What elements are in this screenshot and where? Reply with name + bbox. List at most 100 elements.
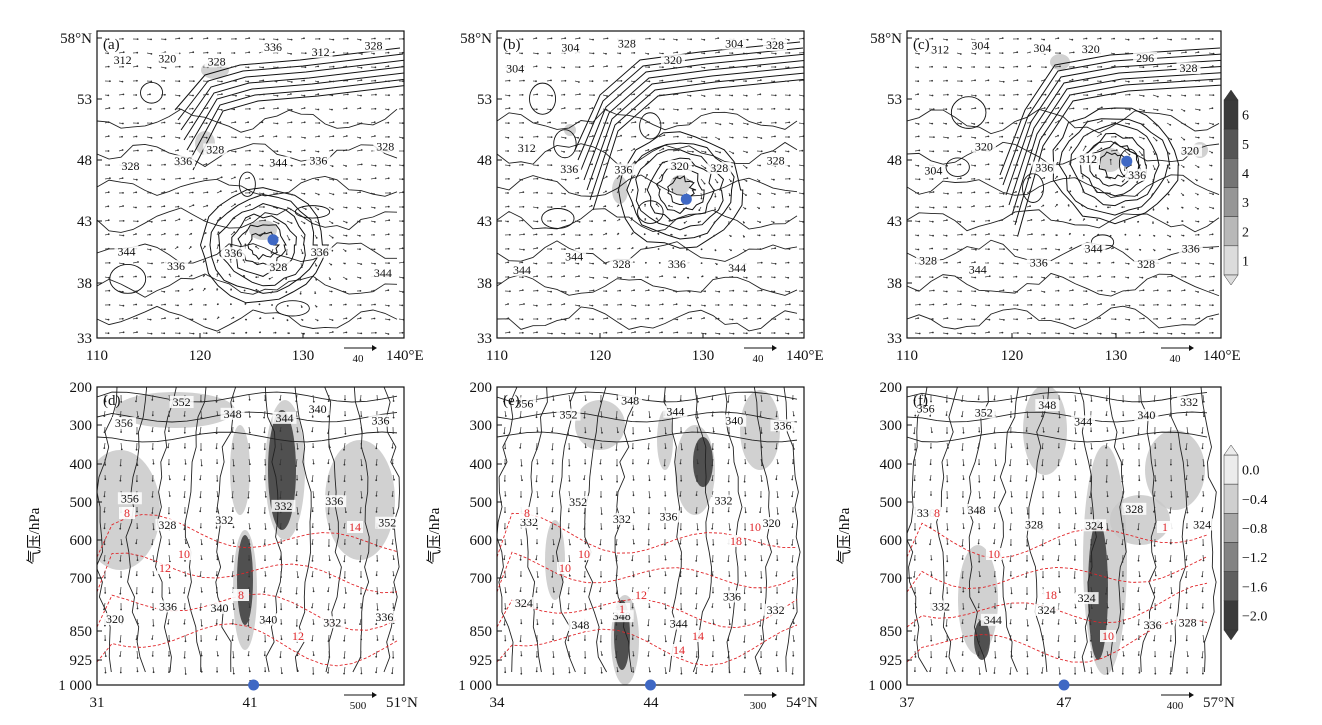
wind-vector-head: [567, 592, 570, 595]
contour-label-bg: [666, 617, 691, 630]
wind-vector-head: [290, 93, 292, 95]
wind-vector-head: [504, 591, 507, 594]
wind-vector-head: [1211, 38, 1214, 40]
wind-vector-head: [550, 262, 553, 264]
wind-vector-head: [248, 37, 251, 39]
wind-vector-head: [616, 480, 618, 483]
wind-vector: [312, 394, 315, 402]
wind-vector-head: [231, 496, 234, 499]
wind-vector-head: [119, 527, 122, 530]
wind-vector-head: [345, 317, 348, 320]
wind-vector-head: [993, 398, 996, 401]
wind-vector-head: [689, 304, 692, 307]
wind-vector-head: [1015, 275, 1018, 278]
wind-vector-head: [520, 496, 522, 498]
wind-vector-head: [176, 246, 179, 249]
wind-vector-head: [344, 414, 346, 417]
wind-vector-head: [206, 204, 209, 207]
wind-vector-head: [717, 304, 720, 306]
wind-vector-head: [599, 590, 601, 593]
wind-vector-head: [248, 51, 251, 54]
wind-vector-head: [550, 179, 553, 181]
wind-vector-head: [303, 332, 305, 335]
wind-vector-head: [290, 164, 293, 167]
wind-vector-head: [564, 291, 567, 293]
wind-vector-head: [788, 52, 791, 54]
wind-vector-head: [279, 511, 282, 514]
wind-vector-head: [204, 245, 206, 248]
wind-vector-head: [929, 670, 931, 672]
wind-vector-head: [946, 592, 949, 594]
wind-vector-head: [959, 108, 962, 110]
wind-vector-head: [191, 121, 194, 124]
wind-vector-head: [536, 462, 539, 465]
wind-vector-head: [918, 220, 921, 223]
wind-vector-head: [664, 447, 667, 449]
wind-vector-head: [919, 303, 921, 306]
wind-vector-head: [633, 276, 636, 278]
wind-vector-head: [714, 195, 717, 198]
wind-vector-head: [1121, 193, 1123, 196]
wind-vector-head: [993, 479, 996, 482]
contour-line: [1011, 72, 1221, 216]
wind-vector-head: [1153, 249, 1156, 252]
wind-vector-head: [690, 317, 692, 320]
y-tick-label: 43: [477, 214, 492, 230]
wind-vector-head: [564, 248, 566, 251]
wind-vector-head: [578, 66, 581, 68]
wind-vector-head: [108, 107, 111, 109]
wind-vector-head: [231, 510, 234, 512]
wind-vector-head: [1001, 331, 1004, 334]
wind-vector-head: [988, 52, 991, 54]
wind-vector-head: [103, 559, 106, 562]
wind-vector-head: [568, 464, 571, 467]
wind-vector-head: [648, 561, 651, 563]
contour-label-bg: [663, 405, 688, 418]
wind-vector-head: [200, 624, 203, 627]
wind-vector-head: [103, 495, 106, 498]
contour-label: 328: [158, 518, 176, 532]
wind-vector-head: [374, 164, 377, 167]
isentrope-line: [97, 391, 398, 403]
wind-vector-head: [1143, 109, 1146, 112]
wind-vector-head: [263, 654, 266, 657]
contour-label-bg: [169, 395, 194, 408]
wind-vector-head: [164, 163, 166, 166]
panel-frame: [96, 30, 405, 339]
wind-vector-head: [288, 332, 290, 335]
wind-vector-head: [696, 543, 699, 546]
wind-vector-head: [563, 303, 566, 305]
wind-vector-head: [1183, 289, 1186, 292]
wind-vector-head: [523, 79, 525, 82]
wind-vector-head: [679, 495, 682, 497]
shading-patch: [657, 410, 673, 470]
contour-label-bg: [370, 267, 395, 280]
wind-vector-head: [705, 136, 708, 139]
wind-vector: [216, 490, 219, 497]
wind-vector-head: [1196, 193, 1199, 196]
wind-vector-head: [1056, 162, 1059, 164]
wind-vector: [664, 426, 667, 434]
wind-vector-head: [932, 234, 934, 237]
wind-vector-head: [1071, 304, 1074, 306]
wind-vector-head: [199, 478, 202, 481]
wind-vector-head: [507, 205, 510, 208]
wind-vector-head: [731, 94, 734, 97]
wind-vector-head: [1086, 66, 1089, 69]
wind-vector-head: [977, 591, 980, 594]
wind-vector-head: [150, 137, 153, 139]
wind-vector-head: [317, 80, 319, 83]
contour-label: 328: [919, 253, 937, 267]
wind-vector-head: [662, 108, 665, 111]
wind-vector-head: [743, 480, 746, 483]
wind-vector-head: [219, 136, 221, 139]
wind-vector-head: [1115, 149, 1118, 152]
wind-vector-head: [791, 672, 794, 675]
wind-vector: [503, 426, 506, 434]
wind-vector-head: [135, 178, 138, 181]
wind-vector-head: [375, 93, 377, 96]
wind-vector-head: [659, 188, 661, 191]
wind-vector-head: [219, 190, 222, 193]
wind-vector-head: [270, 252, 273, 254]
